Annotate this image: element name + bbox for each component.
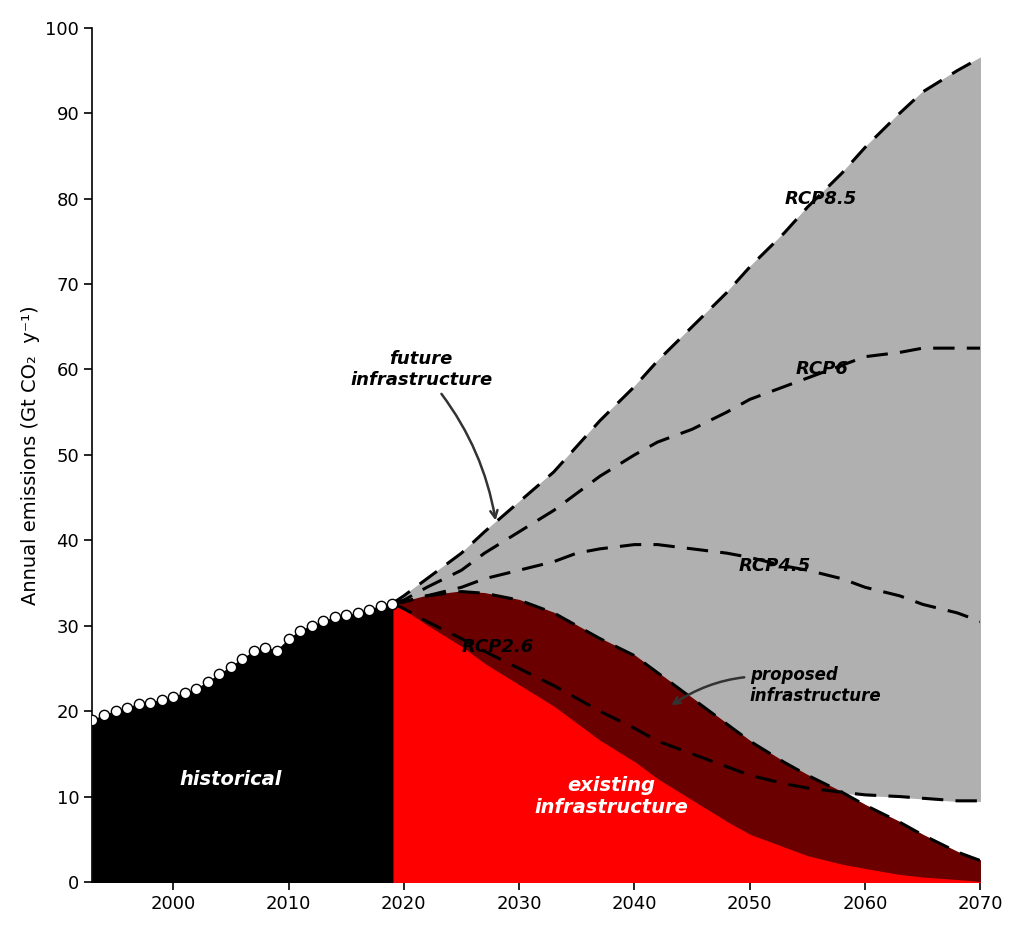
Text: historical: historical (179, 770, 282, 789)
Point (142, 695, 159, 710)
Point (165, 689, 181, 704)
Point (338, 608, 354, 623)
Point (292, 623, 308, 638)
Point (176, 686, 193, 700)
Point (234, 652, 251, 667)
Point (315, 614, 332, 629)
Text: proposed
infrastructure: proposed infrastructure (674, 666, 882, 705)
Point (119, 700, 135, 715)
Y-axis label: Annual emissions (Gt CO₂  y⁻¹): Annual emissions (Gt CO₂ y⁻¹) (20, 305, 40, 604)
Point (222, 659, 239, 674)
Point (211, 667, 227, 682)
Point (84, 713, 100, 728)
Text: RCP4.5: RCP4.5 (738, 557, 811, 575)
Point (130, 697, 146, 712)
Text: RCP2.6: RCP2.6 (462, 638, 534, 656)
Point (188, 682, 205, 697)
Text: future
infrastructure: future infrastructure (350, 350, 498, 517)
Point (246, 644, 262, 658)
Text: RCP6: RCP6 (796, 361, 849, 378)
Point (281, 632, 297, 647)
Point (154, 693, 170, 708)
Point (96, 708, 113, 723)
Point (327, 610, 343, 625)
Point (303, 618, 319, 633)
Point (200, 674, 216, 689)
Point (384, 596, 400, 611)
Point (268, 643, 285, 658)
Point (108, 703, 124, 718)
Point (257, 641, 273, 656)
Point (373, 599, 389, 614)
Point (361, 602, 378, 617)
Text: RCP8.5: RCP8.5 (784, 190, 857, 207)
Point (349, 605, 366, 620)
Text: existing
infrastructure: existing infrastructure (535, 776, 688, 817)
